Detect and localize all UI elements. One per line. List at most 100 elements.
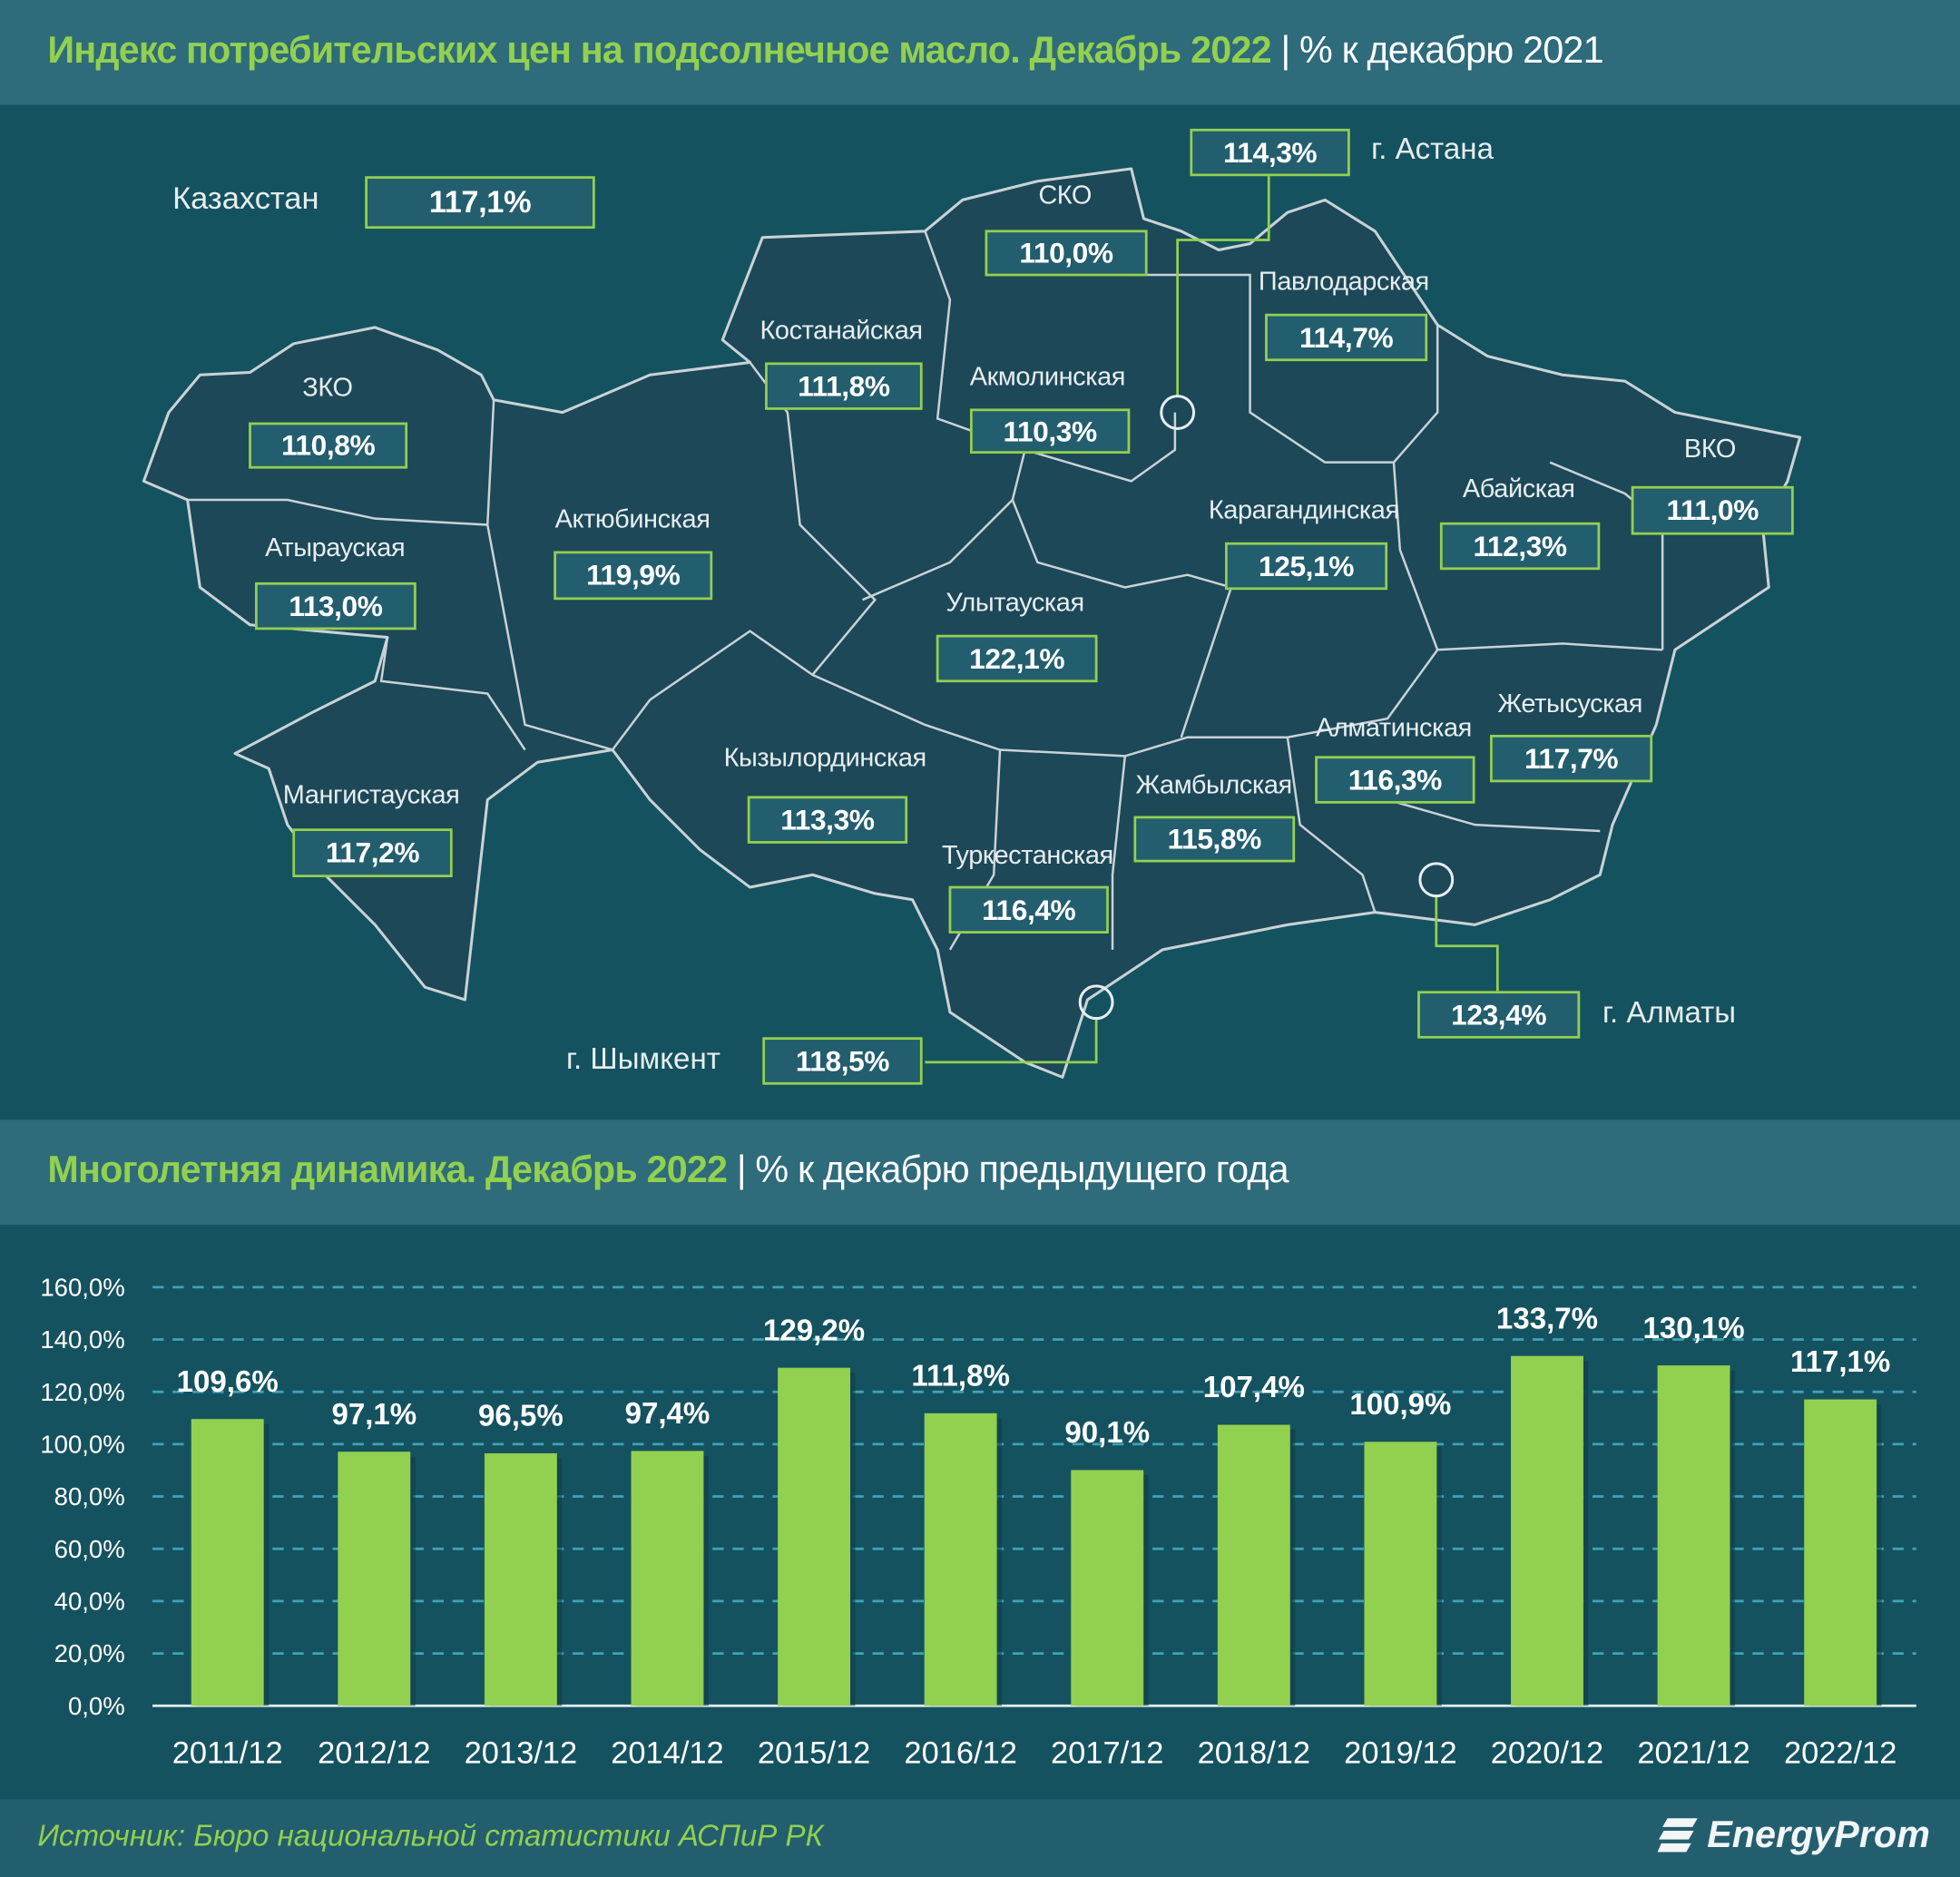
region-5-value: 110,8%: [249, 422, 408, 469]
region-8-value: 112,3%: [1439, 522, 1601, 571]
y-tick-label: 20,0%: [54, 1639, 125, 1667]
region-6-value: 119,9%: [554, 551, 713, 601]
bar: [778, 1367, 851, 1706]
bar-value-label: 117,1%: [1790, 1345, 1890, 1379]
bar: [1511, 1355, 1583, 1706]
x-tick-label: 2022/12: [1784, 1736, 1896, 1771]
bar-value-label: 97,4%: [625, 1397, 710, 1431]
region-14-name: Кызылординская: [723, 743, 927, 773]
region-10-value: 113,0%: [255, 582, 416, 631]
region-16-value: 117,2%: [292, 828, 453, 878]
energyprom-logo: EnergyProm: [1657, 1814, 1930, 1857]
map-header: Индекс потребительских цен на подсолнечн…: [0, 0, 1960, 105]
y-tick-label: 60,0%: [54, 1535, 125, 1563]
region-16-name: Мангистауская: [282, 780, 460, 810]
region-7-value: 125,1%: [1224, 542, 1388, 591]
y-tick-label: 120,0%: [40, 1378, 124, 1406]
region-11-name: Улытауская: [946, 588, 1084, 618]
bar-value-label: 100,9%: [1349, 1388, 1451, 1422]
bar: [1364, 1442, 1437, 1706]
bar-value-label: 111,8%: [911, 1360, 1009, 1393]
bar: [1071, 1470, 1144, 1706]
x-tick-label: 2018/12: [1198, 1736, 1310, 1771]
separator: |: [727, 1149, 756, 1191]
region-19-value: 118,5%: [762, 1037, 923, 1085]
region-6-name: Актюбинская: [554, 504, 710, 534]
region-4-value: 110,3%: [969, 408, 1131, 455]
region-17-name: Туркестанская: [941, 841, 1113, 870]
chart-subtitle: % к декабрю предыдущего года: [755, 1149, 1289, 1191]
logo-mark-icon: [1657, 1818, 1698, 1853]
x-tick-label: 2016/12: [904, 1736, 1016, 1771]
x-tick-label: 2013/12: [465, 1736, 577, 1771]
region-9-name: ВКО: [1683, 435, 1737, 464]
region-14-value: 113,3%: [747, 796, 908, 844]
bar: [1657, 1365, 1730, 1706]
region-11-value: 122,1%: [936, 634, 1098, 683]
y-tick-label: 140,0%: [40, 1325, 124, 1354]
region-3-name: Костанайская: [760, 316, 923, 346]
footer: Источник: Бюро национальной статистики А…: [0, 1799, 1960, 1877]
bar-value-label: 107,4%: [1203, 1371, 1305, 1404]
region-0-value: 114,3%: [1190, 128, 1350, 177]
region-12-value: 117,7%: [1490, 734, 1653, 783]
bar-value-label: 90,1%: [1064, 1416, 1150, 1450]
region-15-name: Жамбылская: [1135, 770, 1292, 800]
logo-text: EnergyProm: [1707, 1814, 1930, 1856]
x-tick-label: 2014/12: [611, 1736, 723, 1771]
bar-value-label: 96,5%: [478, 1400, 564, 1433]
region-5-name: ЗКО: [302, 373, 353, 403]
map-title: Индекс потребительских цен на подсолнечн…: [47, 30, 1271, 72]
region-3-value: 111,8%: [765, 362, 923, 410]
region-13-name: Алматинская: [1316, 713, 1472, 743]
x-tick-label: 2011/12: [172, 1736, 283, 1771]
shymkent-marker-icon: [1078, 984, 1114, 1021]
country-value: 117,1%: [365, 176, 595, 230]
region-12-name: Жетысуская: [1497, 689, 1642, 719]
bar-value-label: 129,2%: [763, 1314, 865, 1347]
bar: [191, 1419, 264, 1706]
x-tick-label: 2020/12: [1491, 1736, 1603, 1771]
region-4-name: Акмолинская: [969, 362, 1126, 392]
region-2-name: Павлодарская: [1258, 267, 1429, 297]
chart-header: Многолетняя динамика. Декабрь 2022 | % к…: [0, 1119, 1960, 1225]
region-13-value: 116,3%: [1315, 756, 1475, 804]
bar: [338, 1452, 411, 1706]
region-9-value: 111,0%: [1631, 485, 1794, 535]
region-17-value: 116,4%: [948, 885, 1109, 934]
bar: [631, 1451, 704, 1706]
bar: [1804, 1399, 1877, 1706]
y-tick-label: 160,0%: [40, 1273, 124, 1301]
region-7-name: Карагандинская: [1208, 495, 1399, 525]
region-19-name: г. Шымкент: [566, 1041, 720, 1077]
bar-chart: 0,0% 20,0% 40,0% 60,0% 80,0% 100,0% 120,0% 140,…: [40, 1273, 1916, 1771]
region-18-name: г. Алматы: [1602, 995, 1737, 1031]
region-8-name: Абайская: [1462, 474, 1575, 504]
region-18-value: 123,4%: [1417, 991, 1581, 1039]
bar-value-label: 133,7%: [1496, 1302, 1598, 1335]
chart-title: Многолетняя динамика. Декабрь 2022: [47, 1149, 728, 1191]
region-15-value: 115,8%: [1133, 816, 1296, 863]
map-subtitle: % к декабрю 2021: [1299, 30, 1604, 72]
region-1-name: СКО: [1038, 181, 1093, 210]
x-tick-label: 2012/12: [318, 1736, 430, 1771]
x-tick-label: 2019/12: [1344, 1736, 1456, 1771]
y-tick-label: 0,0%: [68, 1692, 125, 1720]
x-tick-label: 2017/12: [1051, 1736, 1163, 1771]
bar: [484, 1452, 557, 1706]
y-tick-label: 100,0%: [40, 1431, 124, 1459]
x-tick-label: 2021/12: [1637, 1736, 1749, 1771]
bar-value-label: 97,1%: [331, 1398, 416, 1432]
region-10-name: Атырауская: [265, 533, 406, 562]
region-1-value: 110,0%: [985, 230, 1148, 277]
city-markers: [925, 174, 1499, 1064]
source-note: Источник: Бюро национальной статистики А…: [37, 1819, 824, 1853]
bar-value-label: 109,6%: [177, 1365, 279, 1399]
bar: [1217, 1424, 1290, 1706]
almaty-marker-icon: [1418, 862, 1455, 898]
bar: [924, 1413, 997, 1706]
separator: |: [1270, 30, 1300, 72]
region-0-name: г. Астана: [1371, 132, 1494, 167]
region-2-value: 114,7%: [1265, 313, 1428, 362]
